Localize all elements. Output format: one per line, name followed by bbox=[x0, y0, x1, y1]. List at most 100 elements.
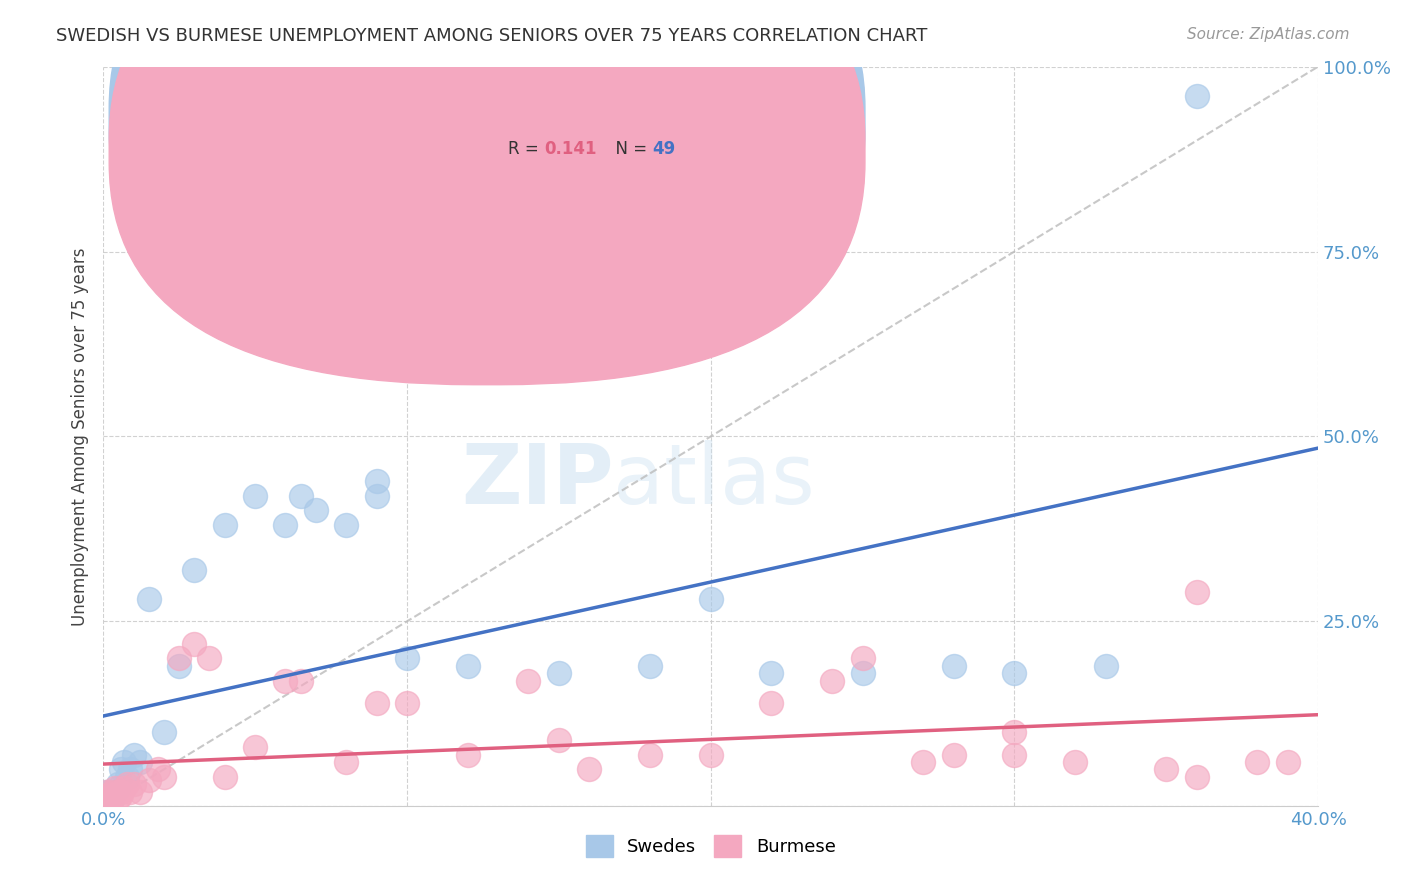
FancyBboxPatch shape bbox=[110, 0, 865, 353]
FancyBboxPatch shape bbox=[110, 0, 865, 384]
Point bbox=[128, 755, 150, 769]
Point bbox=[128, 784, 150, 798]
Point bbox=[183, 563, 205, 577]
Point bbox=[120, 763, 142, 777]
Point bbox=[274, 518, 297, 533]
Point bbox=[167, 651, 190, 665]
Point bbox=[1002, 725, 1025, 739]
Point bbox=[214, 518, 236, 533]
Point bbox=[578, 763, 600, 777]
Text: 0.141: 0.141 bbox=[544, 140, 596, 159]
Point bbox=[98, 789, 121, 803]
Point bbox=[366, 474, 388, 488]
Point bbox=[96, 784, 118, 798]
Point bbox=[1185, 770, 1208, 784]
Point bbox=[110, 784, 132, 798]
Point bbox=[98, 792, 121, 806]
Point bbox=[457, 747, 479, 762]
Legend: Swedes, Burmese: Swedes, Burmese bbox=[578, 828, 844, 864]
Point bbox=[243, 489, 266, 503]
Point bbox=[198, 651, 221, 665]
Point bbox=[101, 789, 124, 803]
Point bbox=[1064, 755, 1087, 769]
Point bbox=[335, 755, 357, 769]
Y-axis label: Unemployment Among Seniors over 75 years: Unemployment Among Seniors over 75 years bbox=[72, 247, 89, 625]
Point bbox=[98, 784, 121, 798]
Point bbox=[395, 696, 418, 710]
Point bbox=[110, 789, 132, 803]
Point bbox=[96, 792, 118, 806]
Text: ZIP: ZIP bbox=[461, 441, 613, 521]
Point bbox=[104, 789, 127, 803]
Point bbox=[366, 489, 388, 503]
Point bbox=[547, 666, 569, 681]
Point bbox=[1246, 755, 1268, 769]
Point bbox=[107, 777, 129, 791]
Point bbox=[761, 666, 783, 681]
Point bbox=[335, 518, 357, 533]
Point bbox=[638, 658, 661, 673]
Point bbox=[107, 792, 129, 806]
Point bbox=[699, 592, 721, 607]
Point bbox=[274, 673, 297, 688]
Text: R =: R = bbox=[508, 140, 544, 159]
Point bbox=[101, 792, 124, 806]
Point bbox=[290, 673, 312, 688]
Point bbox=[851, 666, 873, 681]
Point bbox=[1002, 666, 1025, 681]
Point bbox=[761, 696, 783, 710]
Point bbox=[547, 732, 569, 747]
Point bbox=[517, 673, 540, 688]
Point bbox=[101, 784, 124, 798]
Text: 0.598: 0.598 bbox=[544, 110, 596, 128]
Text: R =: R = bbox=[508, 110, 544, 128]
Point bbox=[153, 770, 176, 784]
Point bbox=[107, 780, 129, 795]
Point bbox=[1277, 755, 1299, 769]
Point bbox=[912, 755, 935, 769]
Point bbox=[1002, 747, 1025, 762]
Text: Source: ZipAtlas.com: Source: ZipAtlas.com bbox=[1187, 27, 1350, 42]
Point bbox=[638, 747, 661, 762]
Point bbox=[167, 658, 190, 673]
Point bbox=[1154, 763, 1177, 777]
Point bbox=[146, 763, 169, 777]
Point bbox=[851, 651, 873, 665]
Point bbox=[96, 792, 118, 806]
Text: N =: N = bbox=[605, 110, 652, 128]
Text: N =: N = bbox=[605, 140, 652, 159]
Point bbox=[1094, 658, 1116, 673]
Point bbox=[153, 725, 176, 739]
Point bbox=[942, 747, 965, 762]
Point bbox=[243, 740, 266, 755]
Point bbox=[305, 503, 328, 517]
Point bbox=[122, 777, 145, 791]
Point bbox=[120, 784, 142, 798]
Point bbox=[117, 777, 139, 791]
Text: 38: 38 bbox=[652, 110, 675, 128]
Point bbox=[107, 784, 129, 798]
Point bbox=[138, 592, 160, 607]
Point bbox=[122, 747, 145, 762]
Point bbox=[117, 770, 139, 784]
Point bbox=[821, 673, 844, 688]
Text: atlas: atlas bbox=[613, 441, 815, 521]
Point bbox=[101, 792, 124, 806]
Point bbox=[699, 747, 721, 762]
Point bbox=[457, 658, 479, 673]
Point bbox=[214, 770, 236, 784]
Point bbox=[112, 755, 135, 769]
FancyBboxPatch shape bbox=[443, 93, 808, 181]
Point bbox=[1185, 584, 1208, 599]
Point bbox=[104, 780, 127, 795]
Point bbox=[395, 651, 418, 665]
Point bbox=[112, 780, 135, 795]
Text: SWEDISH VS BURMESE UNEMPLOYMENT AMONG SENIORS OVER 75 YEARS CORRELATION CHART: SWEDISH VS BURMESE UNEMPLOYMENT AMONG SE… bbox=[56, 27, 928, 45]
Point bbox=[942, 658, 965, 673]
Point bbox=[138, 773, 160, 788]
Point bbox=[96, 784, 118, 798]
Point bbox=[1185, 89, 1208, 103]
Point bbox=[290, 489, 312, 503]
Point bbox=[98, 792, 121, 806]
Point bbox=[366, 696, 388, 710]
